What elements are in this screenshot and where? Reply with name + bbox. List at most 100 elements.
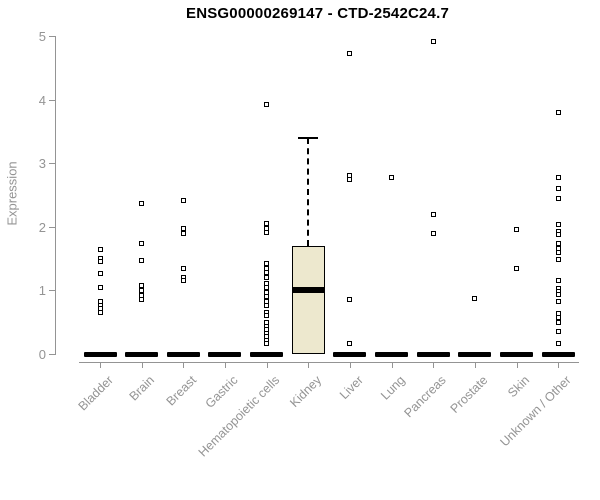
x-category-label: Liver xyxy=(336,373,366,403)
outlier-point xyxy=(555,185,561,191)
outlier-point xyxy=(180,230,186,236)
outlier-point xyxy=(264,270,270,276)
outlier-point xyxy=(389,175,395,181)
collapsed-box-median xyxy=(250,351,284,357)
x-category-label: Prostate xyxy=(448,373,491,416)
outlier-point xyxy=(180,278,186,284)
x-category-label: Hematopoietic cells xyxy=(195,373,283,460)
outlier-point xyxy=(555,250,561,256)
outlier-point xyxy=(264,313,270,319)
outlier-point xyxy=(472,295,478,301)
y-tick-label: 4 xyxy=(38,92,46,108)
outlier-point xyxy=(555,110,561,116)
x-axis-tick xyxy=(474,362,476,368)
x-axis-tick xyxy=(516,362,518,368)
y-axis-label: Expression xyxy=(4,161,20,226)
y-tick-label: 0 xyxy=(38,347,46,362)
collapsed-box-median xyxy=(416,351,450,357)
outlier-point xyxy=(97,271,103,277)
outlier-point xyxy=(347,341,353,347)
collapsed-box-median xyxy=(333,351,367,357)
outlier-point xyxy=(180,265,186,271)
outlier-point xyxy=(555,231,561,237)
outlier-point xyxy=(555,240,561,246)
y-axis-tick xyxy=(49,354,55,355)
outlier-point xyxy=(97,284,103,290)
y-axis-tick xyxy=(49,99,55,101)
outlier-point xyxy=(555,175,561,181)
x-category-label: Lung xyxy=(377,373,408,403)
y-axis-tick xyxy=(49,226,55,228)
collapsed-box-median xyxy=(166,351,200,357)
outlier-point xyxy=(264,260,270,266)
outlier-point xyxy=(139,258,145,263)
collapsed-box-median xyxy=(83,351,117,357)
outlier-point xyxy=(139,200,145,206)
outlier-point xyxy=(180,225,186,231)
outlier-point xyxy=(555,340,561,346)
x-category-label: Brain xyxy=(127,373,158,404)
collapsed-box-median xyxy=(208,351,242,357)
outlier-point xyxy=(514,266,520,272)
outlier-point xyxy=(514,227,520,233)
outlier-point xyxy=(264,101,270,107)
collapsed-box-median xyxy=(500,351,534,357)
x-axis-tick xyxy=(183,362,185,368)
x-axis-tick xyxy=(349,362,351,368)
outlier-point xyxy=(97,259,103,265)
x-axis-line xyxy=(79,362,579,363)
upper-whisker xyxy=(307,137,310,246)
x-axis-tick xyxy=(100,362,101,368)
outlier-point xyxy=(555,298,561,304)
outlier-point xyxy=(555,319,561,325)
chart-title: ENSG00000269147 - CTD-2542C24.7 xyxy=(185,5,450,22)
y-tick-label: 5 xyxy=(38,29,46,44)
x-axis-tick xyxy=(308,362,310,368)
outlier-point xyxy=(555,277,561,283)
outlier-point xyxy=(97,247,103,253)
outlier-point xyxy=(347,297,353,303)
outlier-point xyxy=(555,329,561,335)
x-category-label: Breast xyxy=(163,373,200,409)
x-axis-tick xyxy=(391,362,393,368)
outlier-point xyxy=(139,282,145,288)
outlier-point xyxy=(555,256,561,262)
x-category-label: Gastric xyxy=(202,373,241,411)
x-category-label: Kidney xyxy=(287,373,325,410)
outlier-point xyxy=(264,230,270,236)
collapsed-box-median xyxy=(125,351,159,357)
y-axis-tick xyxy=(49,163,55,165)
x-axis-tick xyxy=(558,362,560,368)
y-tick-label: 3 xyxy=(38,156,46,172)
outlier-point xyxy=(139,287,145,293)
outlier-point xyxy=(180,197,186,203)
x-axis-tick xyxy=(433,362,435,368)
outlier-point xyxy=(555,222,561,228)
x-axis-tick xyxy=(266,362,268,368)
outlier-point xyxy=(139,241,145,247)
upper-whisker-cap xyxy=(298,136,319,139)
x-category-label: Skin xyxy=(505,373,533,401)
outlier-point xyxy=(430,231,436,237)
outlier-point xyxy=(347,51,353,57)
x-category-label: Pancreas xyxy=(401,373,450,421)
outlier-point xyxy=(555,196,561,202)
outlier-point xyxy=(264,303,270,309)
collapsed-box-median xyxy=(541,351,575,357)
outlier-point xyxy=(555,292,561,298)
outlier-point xyxy=(264,275,270,281)
box-body xyxy=(291,245,325,354)
x-axis-tick xyxy=(141,362,143,368)
median-line xyxy=(291,287,325,294)
x-category-label: Bladder xyxy=(75,373,116,414)
outlier-point xyxy=(97,309,103,315)
y-axis-tick xyxy=(49,290,55,292)
outlier-point xyxy=(430,212,436,218)
collapsed-box-median xyxy=(458,351,492,357)
x-axis-tick xyxy=(224,362,226,368)
outlier-point xyxy=(430,39,436,45)
outlier-point xyxy=(139,297,145,303)
y-axis-line xyxy=(55,36,56,355)
outlier-point xyxy=(347,177,353,183)
